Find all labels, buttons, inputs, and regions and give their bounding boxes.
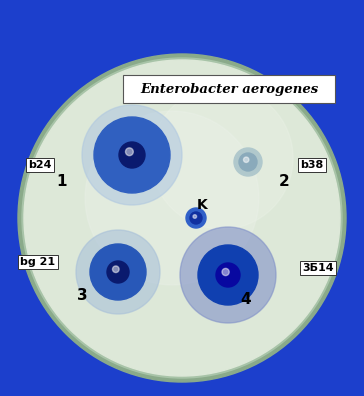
Circle shape — [126, 148, 133, 156]
Text: Enterobacter aerogenes: Enterobacter aerogenes — [140, 82, 318, 95]
Circle shape — [107, 261, 129, 283]
Circle shape — [193, 215, 197, 218]
Circle shape — [24, 60, 340, 376]
Circle shape — [151, 87, 293, 229]
Circle shape — [244, 157, 249, 162]
Circle shape — [94, 117, 170, 193]
Text: b38: b38 — [300, 160, 324, 170]
Circle shape — [190, 212, 202, 224]
Text: bg 21: bg 21 — [20, 257, 56, 267]
Circle shape — [119, 142, 145, 168]
Circle shape — [18, 54, 346, 382]
Text: 1: 1 — [57, 175, 67, 190]
Circle shape — [112, 266, 119, 272]
Text: 4: 4 — [241, 291, 251, 307]
Circle shape — [186, 208, 206, 228]
Circle shape — [180, 227, 276, 323]
Text: b24: b24 — [28, 160, 52, 170]
Circle shape — [82, 105, 182, 205]
Circle shape — [76, 230, 160, 314]
Circle shape — [216, 263, 240, 287]
FancyBboxPatch shape — [123, 75, 335, 103]
Text: 2: 2 — [278, 175, 289, 190]
Circle shape — [234, 148, 262, 176]
Circle shape — [85, 111, 259, 285]
Circle shape — [22, 58, 342, 378]
Circle shape — [90, 244, 146, 300]
Text: 3Б14: 3Б14 — [302, 263, 334, 273]
Circle shape — [198, 245, 258, 305]
Circle shape — [239, 153, 257, 171]
Text: 3: 3 — [77, 287, 87, 303]
Circle shape — [222, 268, 229, 276]
Text: K: K — [197, 198, 207, 212]
